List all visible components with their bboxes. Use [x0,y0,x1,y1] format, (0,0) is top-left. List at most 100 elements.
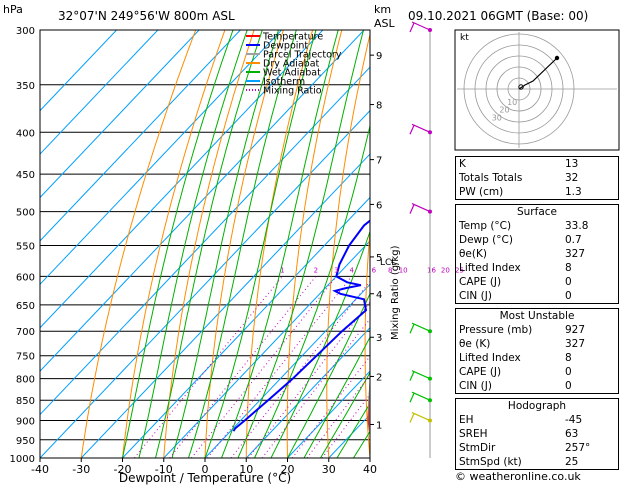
km-tick-label: 3 [376,333,382,344]
isotherm-line [287,370,370,458]
pressure-tick-label: 400 [16,128,35,139]
isotherm-line [204,283,370,458]
hodograph-ring-label: 10 [507,98,517,107]
k-label: K [459,158,466,170]
km-tick-label: 2 [376,372,382,383]
wind-barb-icon [409,370,431,381]
pressure-tick-label: 800 [16,375,35,386]
km-label: km [374,3,391,16]
wind-barb-icon [409,411,431,423]
hpa-label: hPa [3,3,23,16]
pressure-tick-label: 600 [16,272,35,283]
most-unstable-label: Pressure (mb) [459,324,533,336]
legend-label: Mixing Ratio [263,86,322,97]
hodograph-stat-row: StmDir 257° [459,441,615,455]
most-unstable-value: 0 [565,380,572,392]
pressure-tick-label: 750 [16,352,35,363]
x-tick-label: 10 [239,463,253,476]
pressure-tick-label: 950 [16,436,35,447]
wet-adiabat-line [270,230,370,458]
wet-adiabat-line [336,402,370,458]
copyright-text: © weatheronline.co.uk [455,470,581,483]
mixing-ratio-axis-label: Mixing Ratio (g/kg) [390,245,401,340]
x-tick-label: -10 [155,463,173,476]
mixing-ratio-tick-label: 8 [388,266,392,274]
mixing-ratio-tick-label: 25 [455,266,464,274]
legend-label: Temperature [262,32,323,43]
totals-totals-value: 32 [565,172,579,184]
lcl-label: LCL [380,258,396,268]
datetime-title: 09.10.2021 06GMT (Base: 00) [408,9,588,23]
isotherm-line [40,66,370,416]
location-title: 32°07'N 249°56'W 800m ASL [58,9,235,23]
dry-adiabat-line [204,30,284,458]
surface-row: Temp (°C) 33.8 [459,219,615,233]
mixing-ratio-tick-label: 3 [334,266,338,274]
pressure-tick-label: 450 [16,170,35,181]
surface-value: 327 [565,248,586,260]
hodograph-stat-label: StmDir [459,442,496,454]
hodograph-stat-label: SREH [459,428,488,440]
wet-adiabat-line [122,30,234,458]
most-unstable-value: 327 [565,338,586,350]
indices-panel: K 13 Totals Totals 32 PW (cm) 1.3 Surface T… [455,156,619,474]
mixing-ratio-line [248,301,370,458]
dry-adiabat-line [245,30,314,458]
most-unstable-value: 0 [565,366,572,378]
km-tick-label: 6 [376,200,382,211]
most-unstable-row: CAPE (J) 0 [459,365,615,379]
wet-adiabat-line [254,123,370,458]
x-axis-label: Dewpoint / Temperature (°C) [119,471,291,485]
mixing-ratio-line [169,276,317,458]
surface-label: Lifted Index [459,262,521,274]
mixing-ratio-line [230,280,370,458]
surface-value: 0.7 [565,234,582,246]
x-tick-label: -40 [31,463,49,476]
surface-value: 8 [565,262,572,274]
hodograph-stat-value: -45 [565,414,583,426]
pressure-tick-label: 550 [16,241,35,252]
hodograph-box: Hodograph EH -45 SREH 63 StmDir 257° StmSpd (k… [455,398,619,470]
dry-adiabat-line [80,30,197,458]
km-tick-label: 4 [376,290,382,301]
dry-adiabat-line [326,32,370,458]
surface-label: CAPE (J) [459,276,502,288]
wet-adiabat-line [155,30,263,458]
km-tick-label: 5 [376,253,382,264]
wind-barb-icon [409,123,431,135]
surface-row: Dewp (°C) 0.7 [459,233,615,247]
most-unstable-box: Most Unstable Pressure (mb) 927 θe (K) 327 L… [455,308,619,394]
hodograph-stat-row: EH -45 [459,413,615,427]
surface-label: Dewp (°C) [459,234,513,246]
isotherm-line [245,327,370,458]
x-tick-label: -30 [72,463,90,476]
wet-adiabat-line [138,30,248,458]
pressure-tick-label: 700 [16,327,35,338]
hodograph-stat-row: StmSpd (kt) 25 [459,455,615,469]
storm-motion-marker [518,84,524,90]
totals-totals-label: Totals Totals [459,172,523,184]
legend-label: Dewpoint [263,41,308,52]
km-tick-label: 7 [376,156,382,167]
km-tick-label: 8 [376,101,382,112]
surface-label: θe(K) [459,248,487,260]
isotherm-line [40,30,159,155]
x-tick-label: -20 [114,463,132,476]
hodograph-kt-label: kt [460,33,469,43]
hodograph-frame [454,29,620,151]
surface-value: 33.8 [565,220,589,232]
mixing-ratio-line [261,318,370,458]
most-unstable-row: Pressure (mb) 927 [459,323,615,337]
mixing-ratio-tick-label: 16 [427,266,436,274]
most-unstable-value: 927 [565,324,586,336]
wet-adiabat-line [221,30,339,458]
km-tick-label: 9 [376,51,382,62]
pressure-tick-label: 1000 [10,454,35,465]
isotherm-line [40,30,241,242]
x-tick-label: 40 [363,463,377,476]
pressure-tick-label: 900 [16,417,35,428]
hodograph-ring-label: 30 [492,113,502,122]
wet-adiabat-line [204,30,317,458]
most-unstable-label: Lifted Index [459,352,521,364]
